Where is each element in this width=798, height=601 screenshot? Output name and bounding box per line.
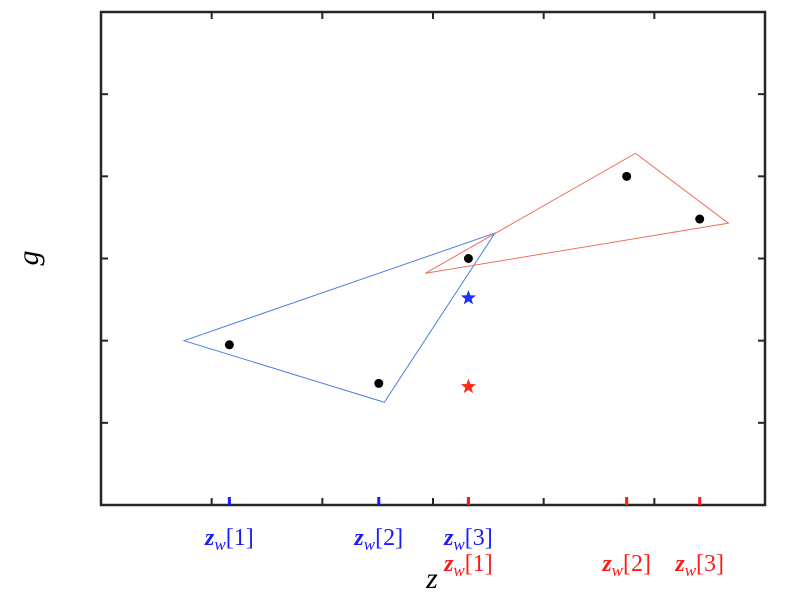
marker-label: zw[1]	[443, 551, 493, 580]
point	[463, 254, 473, 263]
marker-label: zw[2]	[353, 525, 403, 554]
axes-box	[99, 10, 767, 507]
label-base: z	[443, 525, 454, 551]
label-index: [1]	[226, 525, 254, 551]
label-sub: w	[685, 561, 697, 580]
label-index: [2]	[375, 525, 403, 551]
triangle	[182, 232, 497, 403]
star	[460, 289, 477, 305]
label-base: z	[443, 551, 454, 577]
x-axis-label: z	[425, 562, 438, 595]
label-sub: w	[453, 535, 465, 554]
label-base: z	[353, 525, 364, 551]
marker-label: zw[2]	[601, 551, 651, 580]
label-index: [2]	[623, 551, 651, 577]
label-base: z	[674, 551, 685, 577]
label-index: [3]	[696, 551, 724, 577]
label-sub: w	[612, 561, 624, 580]
label-index: [1]	[465, 551, 493, 577]
point	[374, 378, 384, 388]
label-base: z	[601, 551, 612, 577]
y-axis-label: g	[12, 251, 45, 266]
point	[622, 171, 632, 181]
marker-label: zw[3]	[674, 551, 724, 580]
triangle	[425, 152, 730, 274]
point	[224, 340, 234, 350]
point	[695, 214, 705, 224]
marker-label: zw[1]	[204, 525, 254, 554]
star	[460, 378, 477, 394]
label-sub: w	[453, 561, 465, 580]
label-index: [3]	[465, 525, 493, 551]
label-sub: w	[364, 535, 376, 554]
marker-label: zw[3]	[443, 525, 493, 554]
label-sub: w	[214, 535, 226, 554]
label-base: z	[204, 525, 215, 551]
